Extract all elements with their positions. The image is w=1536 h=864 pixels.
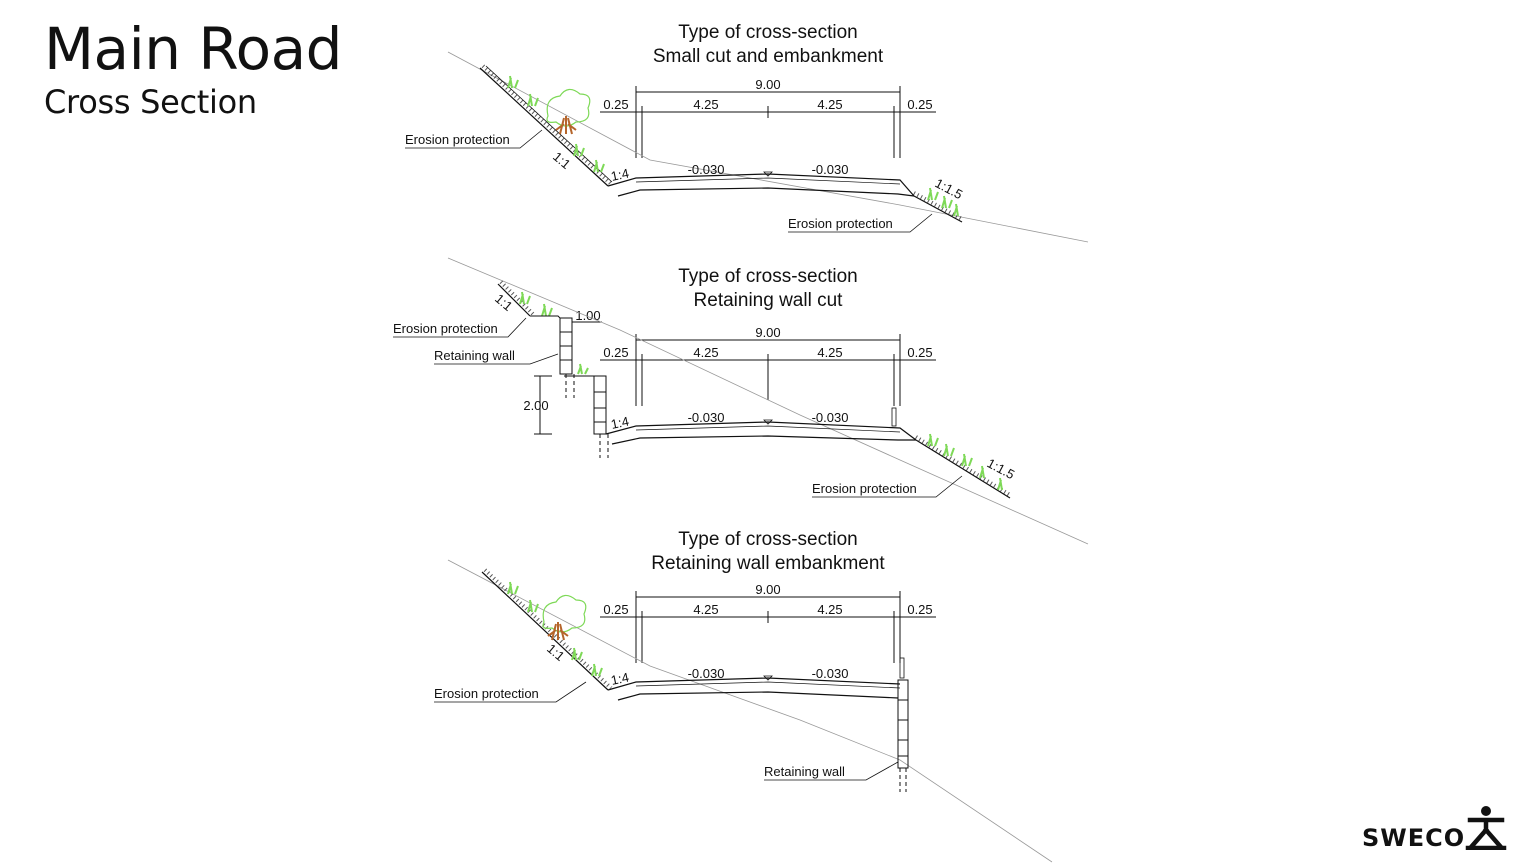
right-fill-slope: [913, 191, 963, 223]
dim-left-shoulder: 0.25: [603, 97, 628, 112]
road-profile: [605, 407, 917, 445]
section-name: Retaining wall cut: [694, 290, 844, 311]
leader-line: [405, 129, 543, 149]
cross-fall-left: -0.030: [688, 666, 725, 681]
vegetation-icon: [927, 187, 959, 217]
dim-left-shoulder: 0.25: [603, 602, 628, 617]
ditch-slope: 1:4: [610, 670, 631, 688]
vegetation-icon: [519, 291, 589, 375]
retaining-wall-label: Retaining wall: [764, 764, 845, 779]
section-type-label: Type of cross-section: [678, 529, 858, 550]
existing-ground-line: [447, 559, 1053, 863]
page-title: Main Road: [44, 15, 342, 83]
dim-left-lane: 4.25: [693, 345, 718, 360]
retaining-wall-lower: [593, 375, 609, 458]
dim-total: 9.00: [755, 325, 780, 340]
section-name: Retaining wall embankment: [651, 553, 885, 574]
vegetation-icon: [927, 433, 1003, 491]
cross-fall-right: -0.030: [812, 666, 849, 681]
dim-right-lane: 4.25: [817, 97, 842, 112]
slope-left: 1:1: [550, 149, 573, 172]
erosion-protection-label: Erosion protection: [788, 216, 893, 231]
ditch-slope: 1:4: [610, 414, 631, 432]
dim-right-lane: 4.25: [817, 345, 842, 360]
section-type-label: Type of cross-section: [678, 22, 858, 43]
vegetation-icon: [507, 581, 603, 677]
cross-fall-left: -0.030: [688, 410, 725, 425]
ditch-slope: 1:4: [610, 166, 631, 184]
leader-line: [812, 475, 963, 498]
retaining-wall-upper: [530, 315, 596, 398]
sweco-logo: SWECO: [1362, 804, 1512, 854]
section-retaining-wall-cut: Type of cross-section Retaining wall cut…: [393, 257, 1089, 545]
retaining-wall-label: Retaining wall: [434, 348, 515, 363]
tree-icon: [546, 88, 591, 135]
dim-right-lane: 4.25: [817, 602, 842, 617]
logo-wordmark: SWECO: [1362, 824, 1466, 852]
dim-left-lane: 4.25: [693, 602, 718, 617]
existing-ground-line: [447, 51, 1089, 243]
dim-wall-height: 2.00: [523, 398, 548, 413]
erosion-protection-label: Erosion protection: [405, 132, 510, 147]
leader-line: [434, 681, 587, 703]
erosion-protection-label: Erosion protection: [434, 686, 539, 701]
dimension-chain: [534, 321, 936, 435]
leader-line: [788, 213, 933, 233]
dim-right-shoulder: 0.25: [907, 345, 932, 360]
slope-right: 1:1.5: [933, 175, 966, 202]
section-retaining-wall-embankment: Type of cross-section Retaining wall emb…: [434, 529, 1053, 863]
section-name: Small cut and embankment: [653, 46, 884, 67]
dimension-chain: [600, 86, 936, 158]
dim-total: 9.00: [755, 77, 780, 92]
road-profile: [607, 171, 915, 197]
dim-right-shoulder: 0.25: [907, 97, 932, 112]
dim-wall-offset: 1.00: [575, 308, 600, 323]
leader-line: [393, 317, 527, 338]
road-profile: [607, 675, 901, 701]
section-type-label: Type of cross-section: [678, 266, 858, 287]
cross-fall-left: -0.030: [688, 162, 725, 177]
dim-right-shoulder: 0.25: [907, 602, 932, 617]
dim-left-lane: 4.25: [693, 97, 718, 112]
left-cut-slope: [497, 280, 535, 317]
sweco-person-icon: [1465, 806, 1507, 850]
leader-line: [434, 353, 559, 365]
left-cut-slope: [479, 64, 613, 187]
leader-line: [764, 761, 899, 781]
vegetation-icon: [507, 75, 605, 173]
title-block: Main Road Cross Section: [44, 20, 342, 118]
erosion-protection-label: Erosion protection: [393, 321, 498, 336]
cross-fall-right: -0.030: [812, 410, 849, 425]
cross-fall-right: -0.030: [812, 162, 849, 177]
section-small-cut-embankment: Type of cross-section Small cut and emba…: [405, 22, 1089, 243]
right-fill-slope: [914, 435, 1012, 499]
dim-left-shoulder: 0.25: [603, 345, 628, 360]
erosion-protection-label: Erosion protection: [812, 481, 917, 496]
dimension-chain: [600, 591, 936, 663]
page-subtitle: Cross Section: [44, 83, 257, 121]
existing-ground-line: [447, 257, 1089, 545]
left-cut-slope: [481, 568, 613, 691]
tree-icon: [542, 594, 587, 641]
dim-total: 9.00: [755, 582, 780, 597]
retaining-wall: [897, 657, 909, 792]
